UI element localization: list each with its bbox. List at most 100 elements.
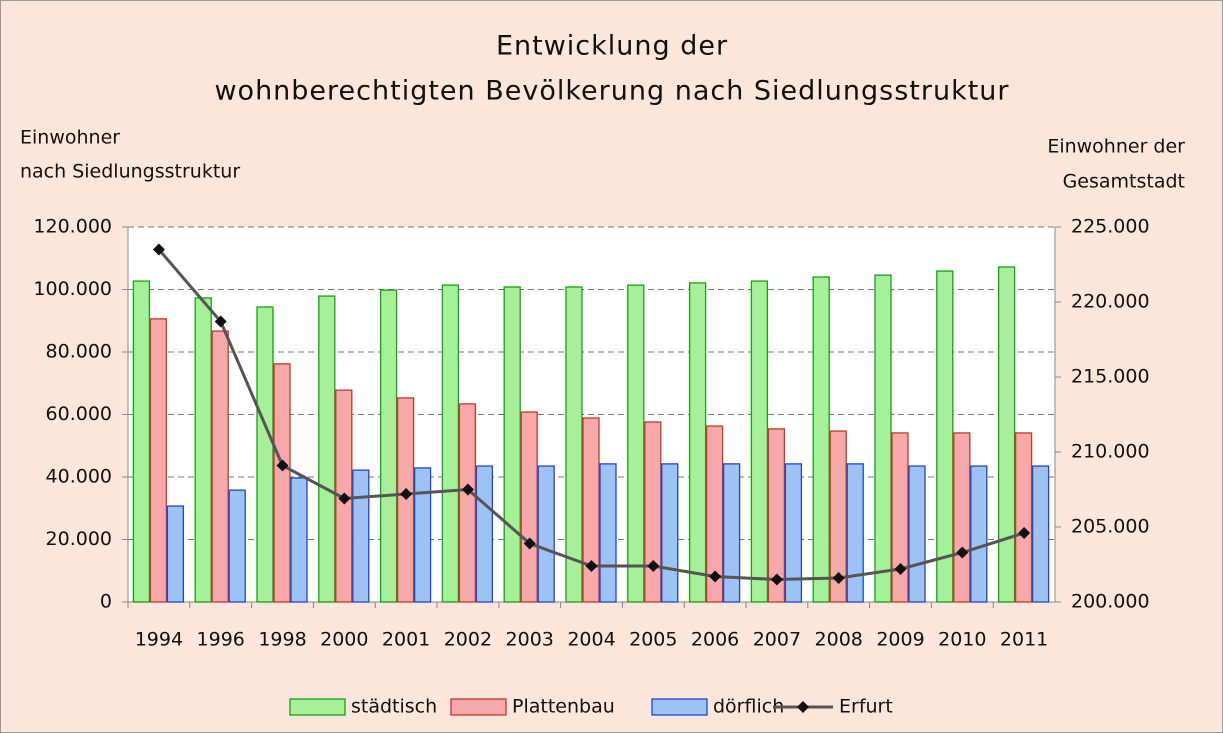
- line-marker: [585, 560, 598, 572]
- bar: [846, 463, 864, 603]
- bar: [537, 465, 555, 603]
- bar: [475, 465, 494, 603]
- bar: [132, 280, 151, 603]
- line-marker: [647, 560, 660, 572]
- line-marker: [956, 546, 969, 559]
- bar: [441, 284, 460, 603]
- bar: [997, 266, 1016, 603]
- bar: [413, 467, 432, 603]
- x-tick-label: 2002: [444, 629, 492, 651]
- x-tick-label: 2009: [876, 629, 924, 651]
- x-tick-label: 2004: [567, 629, 615, 651]
- line-marker: [832, 572, 845, 584]
- bar: [565, 286, 583, 603]
- bar: [599, 463, 617, 603]
- bar: [256, 306, 274, 603]
- bar: [503, 286, 521, 603]
- legend-swatch: [289, 698, 346, 716]
- legend-label: Plattenbau: [512, 696, 615, 718]
- y-axis-label: Einwohner: [20, 127, 120, 149]
- legend-swatch: [651, 698, 708, 716]
- bar: [458, 403, 477, 603]
- line-marker: [461, 483, 474, 496]
- bar: [688, 282, 707, 603]
- line-marker: [709, 570, 722, 583]
- y2-tick-label: 225.000: [1071, 216, 1150, 238]
- bar: [829, 430, 847, 603]
- chart-title: Entwicklung der: [496, 31, 728, 62]
- bar: [705, 425, 724, 603]
- bar: [1031, 465, 1050, 603]
- y2-tick-label: 200.000: [1071, 591, 1150, 613]
- line-marker: [894, 563, 907, 575]
- y2-axis-label: Gesamtstadt: [1063, 171, 1185, 193]
- x-tick-label: 1998: [258, 629, 306, 651]
- y2-tick-label: 220.000: [1071, 291, 1150, 313]
- bar: [722, 463, 741, 603]
- bar: [290, 477, 308, 603]
- y2-tick-label: 210.000: [1071, 441, 1150, 463]
- legend-label: städtisch: [351, 696, 437, 718]
- bar: [379, 289, 398, 603]
- bar: [908, 465, 926, 603]
- x-tick-label: 2003: [506, 629, 554, 651]
- x-tick-label: 2000: [320, 629, 368, 651]
- bar: [228, 489, 246, 603]
- line-marker: [523, 537, 536, 550]
- bar: [627, 284, 645, 603]
- line-marker: [770, 573, 783, 586]
- line-marker: [152, 243, 165, 256]
- x-tick-label: 1994: [135, 629, 183, 651]
- y-tick-label: 100.000: [33, 278, 112, 300]
- x-tick-label: 2007: [753, 629, 801, 651]
- x-tick-label: 2005: [629, 629, 677, 651]
- y-tick-label: 80.000: [46, 341, 112, 363]
- line-marker: [1018, 527, 1031, 539]
- x-tick-label: 2006: [691, 629, 739, 651]
- x-tick-label: 2010: [938, 629, 986, 651]
- y2-tick-label: 215.000: [1071, 366, 1150, 388]
- bar: [1014, 432, 1033, 603]
- x-tick-label: 2008: [815, 629, 863, 651]
- bar: [970, 465, 988, 603]
- bar: [166, 505, 185, 603]
- bar: [149, 318, 168, 603]
- legend-marker: [797, 701, 809, 713]
- line-marker: [338, 492, 351, 505]
- x-tick-label: 2011: [1000, 629, 1048, 651]
- x-tick-label: 1996: [197, 629, 245, 651]
- bar: [194, 297, 212, 603]
- bar: [644, 421, 662, 603]
- bar: [396, 397, 415, 603]
- bar: [211, 330, 229, 603]
- y-tick-label: 20.000: [46, 528, 112, 550]
- bar: [936, 270, 954, 603]
- y2-tick-label: 205.000: [1071, 516, 1150, 538]
- bar: [661, 463, 679, 603]
- line-marker: [276, 459, 289, 472]
- bar: [750, 280, 769, 603]
- bar: [874, 274, 892, 603]
- y-axis-label: nach Siedlungsstruktur: [20, 161, 240, 183]
- y-tick-label: 120.000: [33, 216, 112, 238]
- y-tick-label: 40.000: [46, 466, 112, 488]
- bar: [273, 363, 291, 603]
- y2-axis-label: Einwohner der: [1047, 136, 1185, 158]
- bar: [352, 469, 370, 603]
- line-marker: [214, 315, 227, 328]
- x-tick-label: 2001: [382, 629, 430, 651]
- bar: [891, 432, 909, 603]
- y-tick-label: 0: [100, 591, 112, 613]
- bar: [318, 295, 336, 603]
- bar: [784, 463, 803, 603]
- legend-label: Erfurt: [839, 696, 893, 718]
- y-tick-label: 60.000: [46, 403, 112, 425]
- legend-swatch: [450, 698, 507, 716]
- bar: [520, 411, 538, 603]
- bar: [767, 428, 786, 603]
- bar: [812, 276, 830, 603]
- bar: [953, 432, 971, 603]
- line-marker: [400, 488, 413, 500]
- chart-title: wohnberechtigten Bevölkerung nach Siedlu…: [214, 76, 1009, 107]
